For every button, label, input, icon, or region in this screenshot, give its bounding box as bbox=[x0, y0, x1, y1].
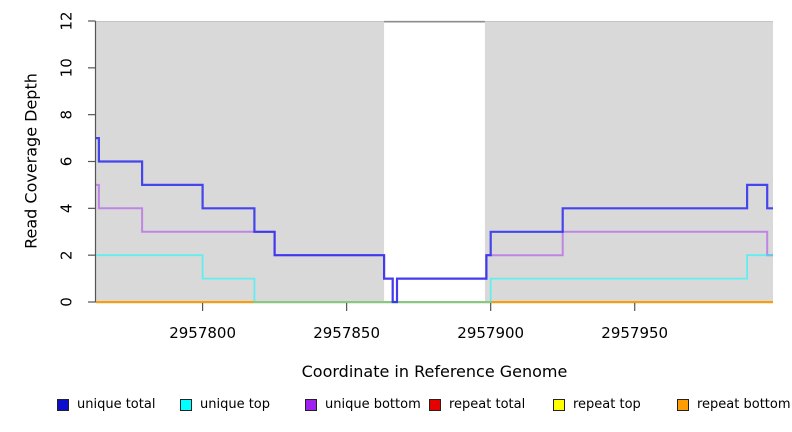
y-axis-title: Read Coverage Depth bbox=[21, 73, 41, 249]
legend-label: unique total bbox=[77, 397, 156, 412]
legend-swatch-unique-bottom bbox=[305, 399, 317, 411]
legend-swatch-repeat-bottom bbox=[677, 399, 689, 411]
legend-swatch-unique-total bbox=[57, 399, 69, 411]
legend-label: unique bottom bbox=[325, 397, 421, 412]
legend-item-repeat-bottom: repeat bottom bbox=[677, 398, 791, 412]
x-tick-label: 2957850 bbox=[313, 324, 380, 342]
legend-item-repeat-total: repeat total bbox=[429, 398, 525, 412]
y-tick-label: 4 bbox=[57, 204, 75, 214]
legend-swatch-repeat-top bbox=[553, 399, 565, 411]
y-tick-label: 12 bbox=[57, 11, 75, 30]
series-line-unique-total bbox=[96, 137, 773, 304]
series-line-unique-top bbox=[96, 254, 773, 303]
x-tick-label: 2957950 bbox=[601, 324, 668, 342]
legend-swatch-repeat-total bbox=[429, 399, 441, 411]
x-tick-label: 2957900 bbox=[457, 324, 524, 342]
covered-region-1 bbox=[484, 21, 773, 302]
legend-label: repeat bottom bbox=[697, 397, 791, 412]
y-tick-label: 0 bbox=[57, 297, 75, 307]
legend-label: repeat total bbox=[449, 397, 526, 412]
legend-item-unique-top: unique top bbox=[180, 398, 270, 412]
legend-label: repeat top bbox=[573, 397, 641, 412]
x-tick-label: 2957800 bbox=[169, 324, 236, 342]
legend-item-unique-total: unique total bbox=[57, 398, 155, 412]
y-tick-label: 6 bbox=[57, 157, 75, 167]
y-tick-label: 8 bbox=[57, 110, 75, 120]
x-axis-title: Coordinate in Reference Genome bbox=[301, 362, 568, 381]
legend-swatch-unique-top bbox=[180, 399, 192, 411]
y-tick-label: 2 bbox=[57, 250, 75, 260]
legend-item-unique-bottom: unique bottom bbox=[305, 398, 421, 412]
legend-item-repeat-top: repeat top bbox=[553, 398, 641, 412]
legend-label: unique top bbox=[200, 397, 271, 412]
y-tick-label: 10 bbox=[57, 58, 75, 77]
